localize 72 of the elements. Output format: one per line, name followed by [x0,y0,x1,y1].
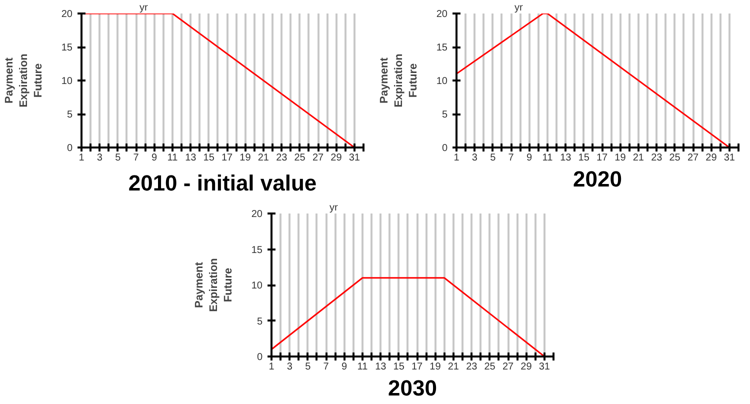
x-tick-label: 11 [357,362,368,372]
x-tick-label: 1 [268,362,275,372]
x-tick-label: 9 [526,152,532,164]
x-tick-label: 25 [669,152,681,164]
x-tick-label: 7 [508,152,514,164]
y-axis-title: Payment Expiration Future [194,258,234,312]
x-tick-label: 25 [294,152,306,164]
x-tick-label: 23 [466,362,478,372]
x-tick-label: 3 [96,152,103,164]
y-tick-label: 5 [256,316,263,328]
x-tick-label: 27 [502,362,514,372]
text: yr [514,2,524,14]
x-tick-label: 3 [286,362,293,372]
y-tick-label: 10 [251,280,263,292]
x-tick-label: 23 [651,152,663,164]
text: 2010 - initial value [128,170,317,196]
y-tick-label: 10 [61,76,73,87]
x-tick-label: 5 [115,152,122,164]
y-tick-label: 15 [436,42,448,54]
x-tick-label: 27 [312,152,324,164]
x-tick-label: 21 [448,362,460,372]
y-tick-label: 0 [442,143,448,154]
x-tick-label: 19 [430,362,442,372]
x-tick-label: 17 [411,362,424,372]
x-tick-label: 13 [185,152,197,164]
x-tick-label: 7 [323,362,330,372]
y-tick-label: 15 [251,244,263,256]
x-tick-label: 7 [133,152,140,164]
x-tick-label: 1 [454,152,460,164]
x-tick-label: 31 [348,152,360,164]
x-tick-label: 11 [167,152,178,164]
x-tick-label: 15 [578,152,590,164]
x-tick-label: 27 [687,152,700,164]
x-tick-label: 15 [393,362,405,372]
x-tick-label: 29 [706,152,718,164]
x-tick-label: 23 [276,152,288,164]
text: 2030 [388,376,437,400]
x-tick-label: 13 [560,152,572,164]
y-tick-label: 20 [251,209,263,220]
x-tick-label: 21 [258,152,270,164]
y-axis-title: Payment Expiration Future [378,53,420,108]
y-tick-label: 5 [442,110,448,120]
x-tick-label: 17 [221,152,234,164]
x-tick-label: 31 [538,362,550,372]
x-tick-label: 3 [472,152,478,164]
x-tick-label: 21 [632,152,644,164]
y-axis-title: Payment Expiration Future [4,53,44,108]
x-tick-label: 29 [520,362,532,372]
x-tick-label: 17 [596,152,608,164]
x-tick-label: 5 [305,362,312,372]
x-tick-label: 29 [330,152,342,164]
x-tick-label: 9 [341,362,348,372]
text: yr [330,202,338,214]
y-tick-label: 15 [61,42,73,54]
y-tick-label: 5 [66,110,73,120]
y-tick-label: 0 [256,352,263,363]
y-tick-label: 0 [66,143,73,154]
y-tick-label: 10 [436,76,448,87]
x-tick-label: 25 [484,362,496,372]
x-tick-label: 9 [151,152,158,164]
x-tick-label: 11 [542,152,554,164]
x-tick-label: 1 [78,152,85,164]
x-tick-label: 13 [375,362,387,372]
text: yr [140,2,148,14]
x-tick-label: 31 [724,152,736,164]
y-tick-label: 20 [61,9,73,20]
x-tick-label: 15 [203,152,215,164]
text: 2020 [573,166,622,192]
y-tick-label: 20 [436,9,448,20]
x-tick-label: 5 [490,152,496,164]
x-tick-label: 19 [240,152,252,164]
x-tick-label: 19 [614,152,626,164]
